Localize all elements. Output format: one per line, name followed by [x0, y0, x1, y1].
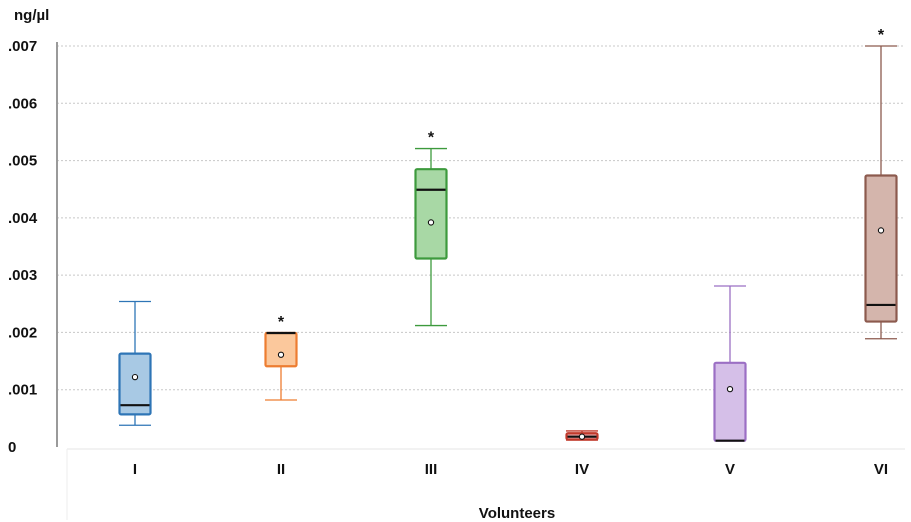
x-category-label: II: [277, 461, 285, 478]
gridlines: [57, 45, 905, 520]
asterisk-marker: *: [878, 27, 885, 44]
y-axis-title: ng/µl: [14, 7, 49, 24]
x-axis-categories: I II III IV V VI: [133, 461, 888, 478]
box-V: [713, 285, 747, 442]
x-category-label: I: [133, 461, 137, 478]
y-tick-label: .006: [8, 95, 37, 112]
box-II: *: [264, 314, 298, 401]
asterisk-marker: *: [428, 130, 435, 147]
y-tick-label: .003: [8, 267, 37, 284]
x-category-label: V: [725, 461, 735, 478]
box-IV: [565, 430, 599, 441]
mean-marker: [578, 433, 586, 440]
x-category-label: VI: [874, 461, 888, 478]
mean-marker: [131, 373, 139, 381]
x-category-label: III: [425, 461, 438, 478]
y-tick-label: .004: [8, 210, 38, 227]
box-iqr: [864, 174, 898, 323]
mean-marker: [277, 351, 285, 358]
y-axis-ticks: 0 .001 .002 .003 .004 .005 .006 .007: [8, 38, 38, 456]
box-VI: *: [864, 27, 898, 340]
mean-marker: [427, 219, 435, 226]
x-axis-title: Volunteers: [479, 505, 555, 522]
x-category-label: IV: [575, 461, 589, 478]
box-III: *: [414, 130, 448, 327]
box-I: [118, 300, 152, 426]
mean-marker: [726, 385, 734, 393]
asterisk-marker: *: [278, 314, 285, 331]
y-tick-label: .005: [8, 153, 37, 170]
y-tick-label: 0: [8, 439, 16, 456]
y-tick-label: .007: [8, 38, 37, 55]
box-series: * * *: [118, 27, 898, 442]
box-iqr: [118, 352, 152, 416]
y-tick-label: .001: [8, 382, 37, 399]
mean-marker: [877, 227, 885, 234]
y-tick-label: .002: [8, 324, 37, 341]
box-iqr: [414, 168, 448, 260]
box-iqr: [264, 331, 298, 368]
box-iqr: [713, 361, 747, 442]
